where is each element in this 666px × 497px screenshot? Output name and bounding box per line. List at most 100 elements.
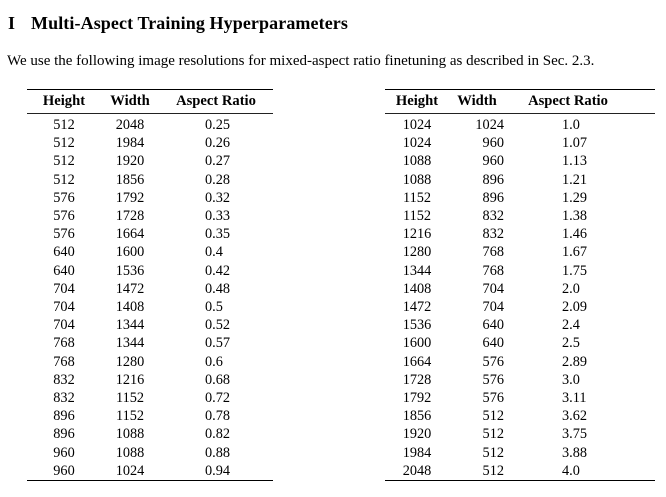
- aspect-ratio-cell: 0.52: [205, 317, 231, 334]
- width-cell: 704: [482, 299, 504, 316]
- aspect-ratio-cell: 3.75: [562, 426, 588, 443]
- height-cell: 1856: [402, 408, 432, 425]
- aspect-ratio-cell: 0.5: [205, 299, 223, 316]
- width-cell: 1344: [115, 335, 145, 352]
- height-cell: 704: [53, 280, 75, 297]
- height-cell: 1728: [402, 371, 432, 388]
- width-cell: 704: [482, 280, 504, 297]
- aspect-ratio-cell: 0.6: [205, 353, 223, 370]
- height-cell: 640: [53, 244, 75, 261]
- table-row: 768 1280 0.6: [27, 353, 273, 371]
- width-cell: 576: [482, 371, 504, 388]
- width-cell: 1344: [115, 317, 145, 334]
- width-cell: 512: [482, 444, 504, 461]
- width-cell: 1280: [115, 353, 145, 370]
- table-row: 1472 704 2.09: [385, 298, 655, 316]
- table-row: 512 1984 0.26: [27, 134, 273, 152]
- height-cell: 1408: [402, 280, 432, 297]
- section-number: I: [8, 13, 16, 33]
- width-cell: 768: [482, 262, 504, 279]
- width-cell: 896: [482, 189, 504, 206]
- height-cell: 960: [53, 462, 75, 479]
- height-cell: 704: [53, 317, 75, 334]
- table-row: 896 1088 0.82: [27, 425, 273, 443]
- aspect-ratio-cell: 0.33: [205, 208, 231, 225]
- width-cell: 1920: [115, 153, 145, 170]
- width-cell: 1024: [115, 462, 145, 479]
- width-cell: 576: [482, 390, 504, 407]
- height-cell: 1664: [402, 353, 432, 370]
- width-cell: 1600: [115, 244, 145, 261]
- width-cell: 832: [482, 208, 504, 225]
- width-cell: 768: [482, 244, 504, 261]
- aspect-ratio-cell: 2.89: [562, 353, 588, 370]
- aspect-ratio-cell: 0.35: [205, 226, 231, 243]
- width-cell: 640: [482, 335, 504, 352]
- height-cell: 704: [53, 299, 75, 316]
- width-cell: 1408: [115, 299, 145, 316]
- aspect-ratio-cell: 4.0: [562, 462, 580, 479]
- height-cell: 896: [53, 426, 75, 443]
- height-cell: 896: [53, 408, 75, 425]
- width-cell: 576: [482, 353, 504, 370]
- aspect-ratio-cell: 0.4: [205, 244, 223, 261]
- table-row: 704 1472 0.48: [27, 280, 273, 298]
- table-row: 1984 512 3.88: [385, 444, 655, 462]
- column-header-height: Height: [42, 93, 86, 109]
- aspect-ratio-cell: 0.42: [205, 262, 231, 279]
- table-body-left: 512 2048 0.25 512 1984 0.26 512 1920 0.27 512 1856…: [27, 114, 273, 481]
- aspect-ratio-cell: 2.4: [562, 317, 580, 334]
- height-cell: 960: [53, 444, 75, 461]
- table-row: 512 2048 0.25: [27, 114, 273, 135]
- height-cell: 576: [53, 226, 75, 243]
- section-title: Multi-Aspect Training Hyperparameters: [31, 13, 348, 33]
- aspect-ratio-cell: 2.09: [562, 299, 588, 316]
- table-row: 1216 832 1.46: [385, 225, 655, 243]
- aspect-ratio-cell: 1.13: [562, 153, 588, 170]
- width-cell: 1792: [115, 189, 145, 206]
- table-header-left: Height Width Aspect Ratio: [27, 90, 273, 114]
- aspect-ratio-cell: 1.0: [562, 117, 580, 133]
- aspect-ratio-cell: 0.72: [205, 390, 231, 407]
- table-row: 896 1152 0.78: [27, 407, 273, 425]
- table-row: 832 1152 0.72: [27, 389, 273, 407]
- height-cell: 832: [53, 390, 75, 407]
- aspect-ratio-cell: 0.26: [205, 135, 231, 152]
- height-cell: 512: [53, 117, 75, 133]
- table-row: 576 1792 0.32: [27, 189, 273, 207]
- table-row: 1920 512 3.75: [385, 425, 655, 443]
- height-cell: 576: [53, 189, 75, 206]
- table-row: 704 1344 0.52: [27, 316, 273, 334]
- width-cell: 1152: [115, 408, 145, 425]
- table-row: 1280 768 1.67: [385, 243, 655, 261]
- height-cell: 512: [53, 153, 75, 170]
- aspect-ratio-cell: 1.29: [562, 189, 588, 206]
- height-cell: 1152: [402, 189, 432, 206]
- column-header-aspect-ratio: Aspect Ratio: [528, 93, 608, 109]
- table-row: 1856 512 3.62: [385, 407, 655, 425]
- header-row: Height Width Aspect Ratio: [385, 90, 655, 114]
- width-cell: 896: [482, 171, 504, 188]
- aspect-ratio-cell: 1.46: [562, 226, 588, 243]
- table-row: 1344 768 1.75: [385, 262, 655, 280]
- height-cell: 768: [53, 353, 75, 370]
- table-row: 704 1408 0.5: [27, 298, 273, 316]
- aspect-ratio-cell: 2.5: [562, 335, 580, 352]
- table-row: 512 1856 0.28: [27, 171, 273, 189]
- table-row: 768 1344 0.57: [27, 334, 273, 352]
- aspect-ratio-cell: 1.38: [562, 208, 588, 225]
- aspect-ratio-cell: 3.88: [562, 444, 588, 461]
- aspect-ratio-cell: 0.82: [205, 426, 231, 443]
- width-cell: 960: [482, 153, 504, 170]
- table-row: 1024 1024 1.0: [385, 114, 655, 135]
- height-cell: 576: [53, 208, 75, 225]
- column-header-aspect-ratio: Aspect Ratio: [176, 93, 256, 109]
- height-cell: 512: [53, 135, 75, 152]
- aspect-ratio-cell: 1.67: [562, 244, 588, 261]
- table-row: 2048 512 4.0: [385, 462, 655, 481]
- resolution-table-left: Height Width Aspect Ratio 512 2048 0.25 512…: [27, 89, 273, 482]
- table-row: 1408 704 2.0: [385, 280, 655, 298]
- height-cell: 1280: [402, 244, 432, 261]
- header-row: Height Width Aspect Ratio: [27, 90, 273, 114]
